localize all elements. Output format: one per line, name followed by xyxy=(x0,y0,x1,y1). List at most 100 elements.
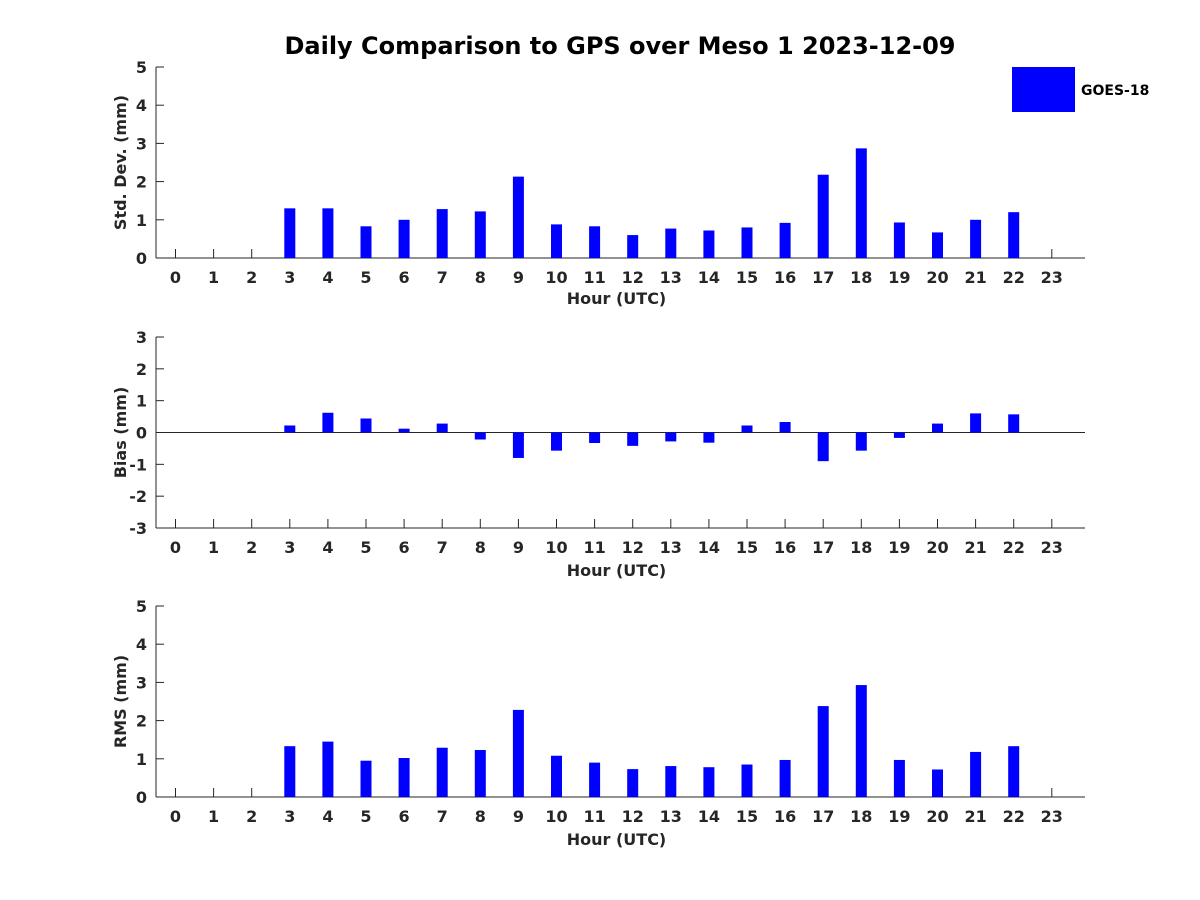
x-tick-label: 13 xyxy=(660,268,682,287)
bar-hour-15 xyxy=(741,764,753,797)
y-axis-label: RMS (mm) xyxy=(111,655,130,748)
x-tick-label: 5 xyxy=(360,807,371,826)
y-tick-label: -1 xyxy=(129,455,147,474)
bar-hour-6 xyxy=(398,758,410,797)
x-tick-label: 0 xyxy=(170,538,181,557)
x-tick-label: 3 xyxy=(284,538,295,557)
y-axis-label: Bias (mm) xyxy=(111,387,130,479)
bar-hour-16 xyxy=(779,222,791,258)
y-tick-label: 3 xyxy=(136,673,147,692)
x-tick-label: 4 xyxy=(322,268,333,287)
y-tick-label: 4 xyxy=(136,635,147,654)
bar-hour-13 xyxy=(665,432,677,442)
y-tick-label: 4 xyxy=(136,96,147,115)
bar-hour-3 xyxy=(284,425,296,433)
bar-hour-17 xyxy=(817,432,829,462)
chart-title: Daily Comparison to GPS over Meso 1 2023… xyxy=(284,32,955,60)
x-tick-label: 2 xyxy=(246,807,257,826)
bar-hour-4 xyxy=(322,208,334,258)
x-tick-label: 4 xyxy=(322,538,333,557)
x-tick-label: 14 xyxy=(698,268,720,287)
bar-hour-11 xyxy=(589,432,601,444)
x-tick-label: 22 xyxy=(1003,268,1025,287)
bar-hour-11 xyxy=(589,762,601,797)
bar-hour-11 xyxy=(589,226,601,258)
x-tick-label: 16 xyxy=(774,538,796,557)
bar-hour-9 xyxy=(512,176,524,258)
bar-hour-16 xyxy=(779,759,791,797)
bar-hour-14 xyxy=(703,230,715,258)
x-tick-label: 2 xyxy=(246,268,257,287)
x-tick-label: 8 xyxy=(475,807,486,826)
y-tick-label: 5 xyxy=(136,597,147,616)
x-axis-label: Hour (UTC) xyxy=(567,830,667,849)
x-tick-label: 3 xyxy=(284,268,295,287)
x-tick-label: 9 xyxy=(513,538,524,557)
x-tick-label: 20 xyxy=(926,538,948,557)
x-tick-label: 0 xyxy=(170,807,181,826)
x-tick-label: 13 xyxy=(660,807,682,826)
x-tick-label: 6 xyxy=(399,807,410,826)
bar-hour-12 xyxy=(627,235,639,258)
x-tick-label: 0 xyxy=(170,268,181,287)
x-tick-label: 23 xyxy=(1041,268,1063,287)
bar-hour-6 xyxy=(398,219,410,258)
bar-hour-9 xyxy=(512,709,524,797)
x-axis-label: Hour (UTC) xyxy=(567,561,667,580)
x-tick-label: 2 xyxy=(246,538,257,557)
y-tick-label: 0 xyxy=(136,788,147,807)
y-tick-label: 5 xyxy=(136,58,147,77)
x-tick-label: 22 xyxy=(1003,538,1025,557)
bar-hour-21 xyxy=(970,413,982,433)
x-tick-label: 12 xyxy=(622,807,644,826)
bar-hour-19 xyxy=(893,222,905,258)
x-tick-label: 18 xyxy=(850,268,872,287)
x-tick-label: 1 xyxy=(208,538,219,557)
bar-hour-10 xyxy=(551,224,562,258)
bar-hour-7 xyxy=(436,209,448,258)
x-tick-label: 5 xyxy=(360,268,371,287)
bar-hour-20 xyxy=(932,769,943,797)
y-tick-label: 1 xyxy=(136,750,147,769)
bar-hour-3 xyxy=(284,746,296,797)
x-tick-label: 22 xyxy=(1003,807,1025,826)
x-tick-label: 15 xyxy=(736,268,758,287)
x-tick-label: 9 xyxy=(513,807,524,826)
bar-hour-17 xyxy=(817,174,829,258)
bar-hour-22 xyxy=(1008,212,1020,258)
bar-hour-10 xyxy=(551,432,562,451)
x-tick-label: 9 xyxy=(513,268,524,287)
x-tick-label: 21 xyxy=(964,268,986,287)
x-tick-label: 17 xyxy=(812,807,834,826)
x-tick-label: 4 xyxy=(322,807,333,826)
y-tick-label: 0 xyxy=(136,424,147,443)
x-tick-label: 10 xyxy=(545,538,567,557)
x-tick-label: 11 xyxy=(583,807,605,826)
x-tick-label: 17 xyxy=(812,268,834,287)
bar-hour-19 xyxy=(893,432,905,438)
y-tick-label: -2 xyxy=(129,487,147,506)
x-tick-label: 10 xyxy=(545,807,567,826)
bar-hour-8 xyxy=(474,750,486,797)
x-tick-label: 14 xyxy=(698,538,720,557)
x-tick-label: 19 xyxy=(888,807,910,826)
x-tick-label: 7 xyxy=(437,807,448,826)
bar-hour-6 xyxy=(398,428,410,433)
x-tick-label: 18 xyxy=(850,807,872,826)
bar-hour-3 xyxy=(284,208,296,258)
x-tick-label: 1 xyxy=(208,268,219,287)
bar-hour-17 xyxy=(817,706,829,797)
legend-label: GOES-18 xyxy=(1081,83,1149,99)
x-tick-label: 16 xyxy=(774,807,796,826)
bar-hour-12 xyxy=(627,432,639,446)
y-tick-label: 1 xyxy=(136,211,147,230)
bar-hour-22 xyxy=(1008,746,1020,797)
bar-hour-18 xyxy=(855,685,867,797)
bar-hour-7 xyxy=(436,747,448,797)
x-tick-label: 12 xyxy=(622,538,644,557)
bar-hour-13 xyxy=(665,766,677,797)
legend: GOES-18 xyxy=(1012,67,1149,112)
x-tick-label: 8 xyxy=(475,268,486,287)
